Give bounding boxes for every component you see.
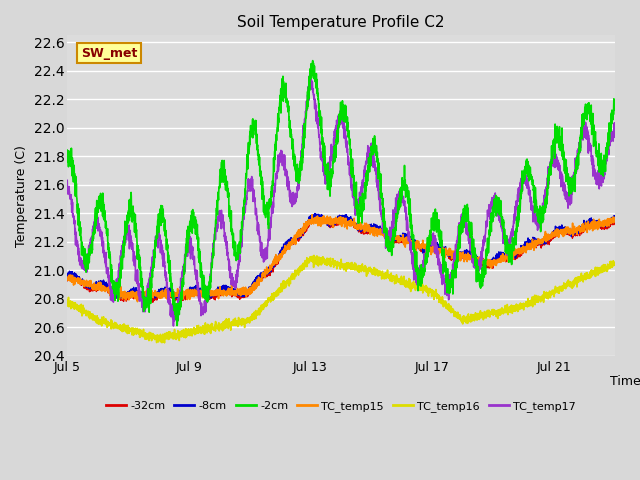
-2cm bbox=[611, 99, 618, 105]
-8cm bbox=[273, 255, 281, 261]
TC_temp17 bbox=[126, 235, 134, 241]
TC_temp15 bbox=[297, 233, 305, 239]
TC_temp15 bbox=[273, 255, 281, 261]
-2cm bbox=[173, 323, 181, 328]
Line: -2cm: -2cm bbox=[67, 60, 614, 325]
-8cm bbox=[297, 232, 305, 238]
Line: TC_temp15: TC_temp15 bbox=[67, 215, 614, 301]
TC_temp15 bbox=[63, 276, 71, 282]
-2cm bbox=[63, 147, 71, 153]
-2cm bbox=[541, 209, 549, 215]
-8cm bbox=[611, 213, 618, 219]
-32cm bbox=[273, 261, 281, 267]
TC_temp16 bbox=[126, 326, 134, 332]
-32cm bbox=[63, 278, 71, 284]
-8cm bbox=[147, 298, 155, 303]
-32cm bbox=[126, 293, 134, 299]
-2cm bbox=[273, 125, 281, 131]
TC_temp15 bbox=[126, 295, 134, 301]
TC_temp16 bbox=[600, 266, 608, 272]
-8cm bbox=[63, 273, 71, 278]
TC_temp15 bbox=[159, 293, 166, 299]
TC_temp15 bbox=[308, 212, 316, 217]
X-axis label: Time: Time bbox=[610, 375, 640, 388]
TC_temp15 bbox=[541, 234, 549, 240]
-32cm bbox=[297, 232, 305, 238]
Title: Soil Temperature Profile C2: Soil Temperature Profile C2 bbox=[237, 15, 445, 30]
TC_temp17 bbox=[541, 187, 549, 192]
-8cm bbox=[541, 240, 549, 245]
-2cm bbox=[126, 214, 134, 220]
TC_temp15 bbox=[611, 217, 618, 223]
TC_temp16 bbox=[310, 252, 318, 258]
-2cm bbox=[309, 58, 317, 63]
TC_temp17 bbox=[600, 176, 608, 182]
Y-axis label: Temperature (C): Temperature (C) bbox=[15, 144, 28, 247]
-2cm bbox=[297, 155, 305, 160]
-2cm bbox=[600, 158, 608, 164]
TC_temp16 bbox=[158, 336, 166, 341]
TC_temp16 bbox=[297, 266, 305, 272]
Line: TC_temp17: TC_temp17 bbox=[67, 75, 614, 326]
Line: -32cm: -32cm bbox=[67, 216, 614, 303]
TC_temp17 bbox=[297, 148, 305, 154]
TC_temp17 bbox=[307, 72, 314, 78]
Text: SW_met: SW_met bbox=[81, 47, 137, 60]
-32cm bbox=[541, 238, 549, 244]
-32cm bbox=[600, 227, 608, 232]
TC_temp16 bbox=[161, 340, 168, 346]
-8cm bbox=[126, 288, 134, 293]
Line: -8cm: -8cm bbox=[67, 214, 614, 300]
-32cm bbox=[159, 293, 166, 299]
-32cm bbox=[611, 219, 618, 225]
TC_temp16 bbox=[541, 293, 549, 299]
TC_temp16 bbox=[273, 291, 281, 297]
-8cm bbox=[159, 286, 166, 291]
Line: TC_temp16: TC_temp16 bbox=[67, 255, 614, 343]
-8cm bbox=[600, 221, 608, 227]
TC_temp15 bbox=[600, 220, 608, 226]
TC_temp16 bbox=[63, 300, 71, 305]
-8cm bbox=[311, 211, 319, 216]
-2cm bbox=[158, 219, 166, 225]
TC_temp17 bbox=[170, 323, 177, 329]
TC_temp15 bbox=[134, 299, 141, 304]
TC_temp17 bbox=[63, 178, 71, 183]
TC_temp17 bbox=[273, 170, 281, 176]
Legend: -32cm, -8cm, -2cm, TC_temp15, TC_temp16, TC_temp17: -32cm, -8cm, -2cm, TC_temp15, TC_temp16,… bbox=[101, 396, 580, 416]
-32cm bbox=[144, 300, 152, 306]
TC_temp17 bbox=[611, 120, 618, 126]
TC_temp16 bbox=[611, 260, 618, 265]
TC_temp17 bbox=[158, 252, 166, 257]
-32cm bbox=[312, 214, 319, 219]
